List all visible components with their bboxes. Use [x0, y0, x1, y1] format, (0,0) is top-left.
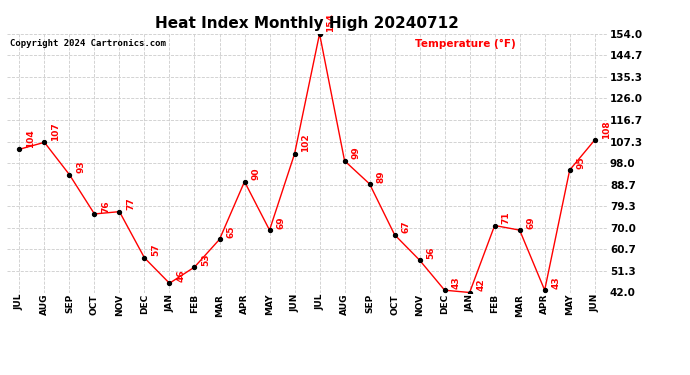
Text: 95: 95 [577, 156, 586, 169]
Text: 99: 99 [351, 147, 360, 159]
Point [64, 172, 75, 178]
Text: 57: 57 [151, 244, 160, 256]
Text: 104: 104 [26, 129, 35, 148]
Text: 67: 67 [402, 221, 411, 233]
Point [39, 140, 50, 146]
Text: 69: 69 [277, 216, 286, 229]
Text: 89: 89 [377, 170, 386, 183]
Point [14, 146, 25, 152]
Point [314, 31, 325, 37]
Text: 43: 43 [551, 276, 560, 289]
Text: 108: 108 [602, 120, 611, 139]
Text: 154: 154 [326, 13, 335, 32]
Point [464, 290, 475, 296]
Text: 53: 53 [201, 253, 210, 266]
Point [214, 236, 225, 242]
Point [89, 211, 100, 217]
Text: 71: 71 [502, 211, 511, 224]
Point [489, 222, 500, 228]
Point [264, 227, 275, 233]
Text: 46: 46 [177, 269, 186, 282]
Point [414, 257, 425, 263]
Point [289, 151, 300, 157]
Text: 56: 56 [426, 246, 435, 259]
Text: 42: 42 [477, 279, 486, 291]
Text: 107: 107 [51, 122, 60, 141]
Point [439, 287, 450, 293]
Text: 77: 77 [126, 198, 135, 210]
Point [339, 158, 350, 164]
Text: 90: 90 [251, 168, 260, 180]
Text: Copyright 2024 Cartronics.com: Copyright 2024 Cartronics.com [10, 39, 166, 48]
Point [589, 137, 600, 143]
Point [514, 227, 525, 233]
Point [539, 287, 550, 293]
Text: 69: 69 [526, 216, 535, 229]
Point [389, 232, 400, 238]
Point [114, 209, 125, 214]
Text: 93: 93 [77, 160, 86, 173]
Point [239, 178, 250, 184]
Text: 102: 102 [302, 134, 310, 153]
Title: Heat Index Monthly High 20240712: Heat Index Monthly High 20240712 [155, 16, 459, 31]
Point [164, 280, 175, 286]
Point [564, 167, 575, 173]
Point [189, 264, 200, 270]
Point [139, 255, 150, 261]
Text: 76: 76 [101, 200, 110, 213]
Text: Temperature (°F): Temperature (°F) [415, 39, 516, 49]
Text: 65: 65 [226, 225, 235, 238]
Text: 43: 43 [451, 276, 460, 289]
Point [364, 181, 375, 187]
